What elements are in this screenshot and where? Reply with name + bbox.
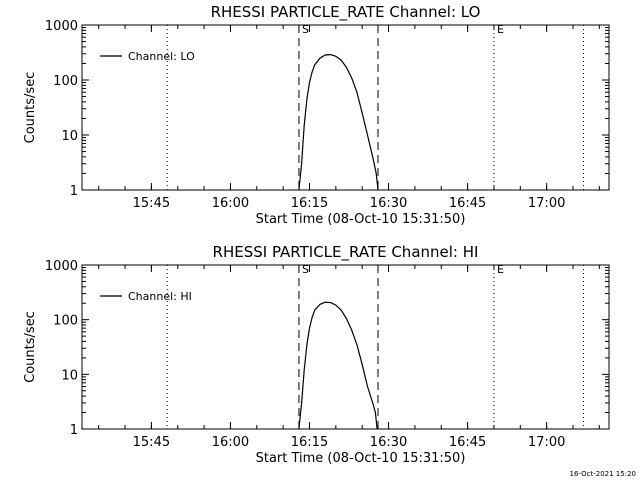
x-tick-label: 15:45	[133, 196, 170, 211]
footer-timestamp: 16-Oct-2021 15:20	[570, 470, 636, 478]
y-tick-label: 100	[53, 314, 78, 329]
chart-title: RHESSI PARTICLE_RATE Channel: LO	[211, 3, 481, 22]
x-tick-label: 17:00	[528, 196, 565, 211]
data-point	[375, 173, 377, 174]
y-axis-label: Counts/sec	[23, 311, 38, 383]
chart-panel-2: RHESSI PARTICLE_RATE Channel: HI 1 10 100 10…	[23, 243, 610, 466]
x-axis-label: Start Time (08-Oct-10 15:31:50)	[256, 212, 466, 227]
data-point	[330, 302, 331, 303]
data-point	[361, 364, 363, 366]
x-axis-label: Start Time (08-Oct-10 15:31:50)	[256, 451, 466, 466]
x-tick-label: 16:30	[370, 196, 407, 211]
data-point	[306, 98, 308, 100]
data-point	[340, 59, 342, 61]
data-point	[301, 163, 302, 165]
chart-title: RHESSI PARTICLE_RATE Channel: HI	[213, 243, 479, 262]
data-point	[314, 64, 316, 66]
marker-label: S	[302, 263, 309, 276]
data-point	[375, 412, 376, 413]
data-point	[377, 189, 379, 191]
x-tick-label: 16:00	[212, 196, 249, 211]
data-point	[335, 55, 337, 57]
data-point	[351, 329, 352, 331]
x-tick-label: 15:45	[133, 435, 170, 450]
data-point	[356, 344, 358, 345]
marker-label: E	[497, 263, 504, 276]
data-point	[361, 112, 363, 114]
data-point	[346, 66, 347, 68]
data-point	[303, 124, 305, 126]
data-point	[303, 369, 305, 371]
y-tick-label: 10	[61, 129, 78, 144]
data-point	[298, 428, 300, 430]
marker-label: S	[302, 23, 309, 36]
y-tick-label: 100	[53, 74, 78, 89]
series-line	[298, 53, 379, 191]
data-point	[324, 54, 326, 56]
y-tick-label: 1	[70, 184, 78, 199]
data-point	[324, 301, 326, 303]
data-point	[376, 428, 378, 430]
data-point	[372, 156, 374, 158]
x-tick-label: 16:30	[370, 435, 407, 450]
data-point	[372, 402, 374, 404]
data-point	[346, 318, 347, 319]
y-tick-label: 1000	[45, 19, 78, 34]
y-tick-label: 10	[61, 368, 78, 383]
y-tick-label: 1000	[45, 259, 78, 274]
data-point	[298, 189, 300, 191]
plot-frame	[81, 24, 610, 191]
data-point	[309, 82, 310, 83]
marker-label: E	[497, 23, 504, 36]
data-point	[306, 344, 308, 345]
data-point	[356, 91, 358, 93]
x-tick-label: 16:00	[212, 435, 249, 450]
series-line	[298, 301, 378, 430]
data-point	[367, 386, 368, 387]
data-point	[319, 304, 321, 305]
data-point	[367, 134, 368, 136]
data-point	[314, 309, 316, 311]
plot-frame	[81, 264, 610, 430]
chart-panel-1: RHESSI PARTICLE_RATE Channel: LO 1 10 100 10…	[23, 3, 610, 227]
data-point	[311, 317, 313, 318]
x-tick-label: 16:45	[449, 435, 486, 450]
data-point	[351, 77, 352, 79]
y-axis-label: Counts/sec	[23, 72, 38, 144]
data-point	[319, 57, 321, 59]
data-point	[340, 309, 342, 311]
x-tick-label: 16:15	[291, 435, 328, 450]
x-tick-label: 16:15	[291, 196, 328, 211]
data-point	[311, 71, 313, 73]
legend-label: Channel: HI	[128, 290, 192, 303]
x-tick-label: 17:00	[528, 435, 565, 450]
data-point	[330, 54, 331, 55]
data-point	[301, 402, 302, 404]
x-tick-label: 16:45	[449, 196, 486, 211]
y-tick-label: 1	[70, 423, 78, 438]
data-point	[309, 327, 310, 329]
legend-label: Channel: LO	[128, 50, 195, 63]
data-point	[335, 304, 337, 306]
